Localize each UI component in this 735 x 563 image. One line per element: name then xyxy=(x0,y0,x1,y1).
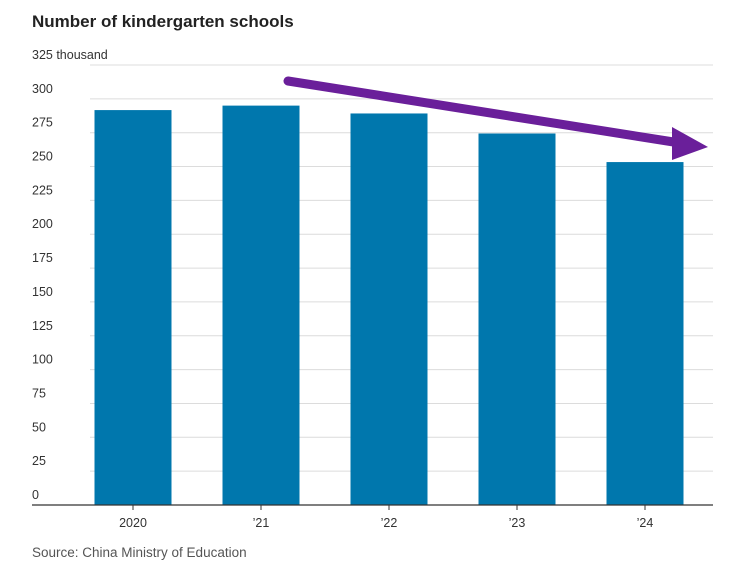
y-tick-label: 200 xyxy=(32,217,53,231)
trend-arrow-head xyxy=(672,127,708,160)
source-note: Source: China Ministry of Education xyxy=(32,545,247,560)
x-tick-label: ’22 xyxy=(381,516,398,530)
y-tick-label: 175 xyxy=(32,251,53,265)
y-tick-label: 100 xyxy=(32,353,53,367)
bar xyxy=(478,133,556,505)
y-tick-label: 325 thousand xyxy=(32,48,108,62)
bar xyxy=(606,162,684,505)
y-tick-label: 0 xyxy=(32,488,39,502)
y-tick-label: 300 xyxy=(32,82,53,96)
x-tick-label: ’21 xyxy=(253,516,270,530)
y-tick-label: 275 xyxy=(32,116,53,130)
y-tick-label: 75 xyxy=(32,386,46,400)
y-tick-label: 150 xyxy=(32,285,53,299)
bar xyxy=(222,105,300,505)
x-tick-label: 2020 xyxy=(119,516,147,530)
trend-arrow xyxy=(283,76,708,160)
bar xyxy=(94,110,172,506)
y-tick-label: 225 xyxy=(32,183,53,197)
bar xyxy=(350,113,428,506)
x-tick-label: ’24 xyxy=(637,516,654,530)
y-tick-label: 50 xyxy=(32,420,46,434)
chart-title: Number of kindergarten schools xyxy=(32,12,294,31)
x-axis-ticks: 2020 ’21 ’22 ’23 ’24 xyxy=(119,505,653,530)
y-tick-label: 250 xyxy=(32,150,53,164)
bars xyxy=(94,105,684,506)
y-axis-ticks: 0 25 50 75 100 125 150 175 200 225 250 275 300 325 th… xyxy=(32,48,108,502)
x-tick-label: ’23 xyxy=(509,516,526,530)
y-tick-label: 25 xyxy=(32,454,46,468)
trend-arrow-shaft xyxy=(283,76,685,148)
y-tick-label: 125 xyxy=(32,319,53,333)
